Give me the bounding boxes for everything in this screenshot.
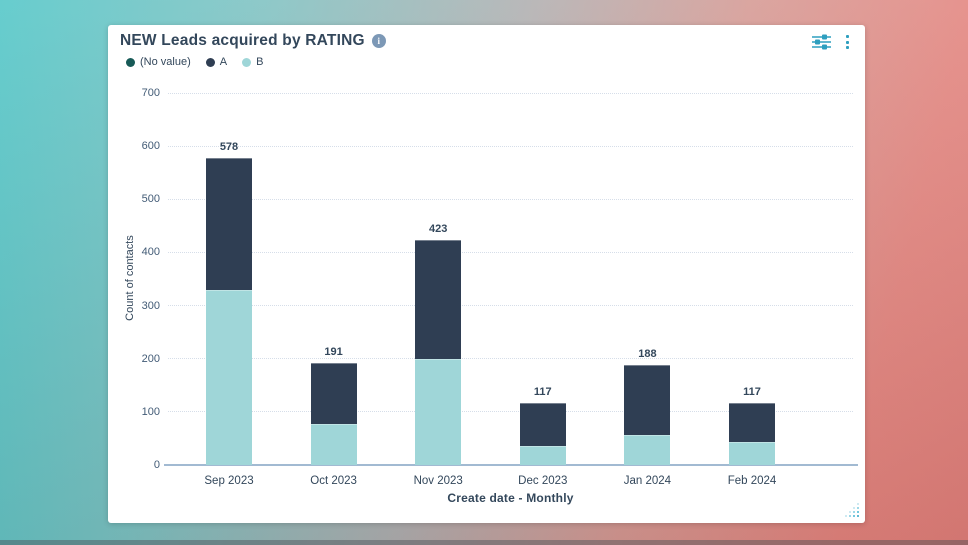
x-tick-label: Feb 2024 [727,475,777,487]
card-actions [812,34,851,50]
bar-segment[interactable] [729,402,775,442]
gridline [168,92,853,94]
gridline [168,198,853,200]
bar-total-label: 188 [638,348,657,361]
legend-item-no-value[interactable]: (No value) [126,56,191,68]
bar-segment[interactable] [310,363,357,424]
y-tick-label: 700 [141,87,160,99]
stacked-bar-chart: Count of contacts Create date - Monthly … [108,25,865,523]
legend-item-a[interactable]: A [205,56,228,68]
gridline [168,145,853,147]
bar-segment[interactable] [415,240,462,359]
x-tick-label: Oct 2023 [310,475,357,487]
bar-segment[interactable] [519,446,566,465]
info-icon[interactable]: i [371,34,386,48]
bar-segment[interactable] [310,423,357,465]
kebab-menu-icon[interactable] [844,34,851,50]
bar-total-label: 117 [533,385,552,398]
legend-label: B [256,56,264,68]
x-tick-label: Nov 2023 [413,475,463,487]
gridline [168,251,853,253]
gridline [168,305,853,307]
legend-item-b[interactable]: B [242,56,263,68]
y-tick-label: 300 [141,299,160,312]
y-tick-label: 500 [141,193,160,206]
report-title: NEW Leads acquired by RATING [120,32,365,49]
x-tick-label: Dec 2023 [518,475,568,487]
bar-segment[interactable] [415,358,462,465]
x-axis-title: Create date - Monthly [447,491,574,505]
bar-segment[interactable] [519,402,566,447]
legend-dot [126,57,135,67]
y-tick-label: 400 [141,246,160,259]
y-axis-title: Count of contacts [124,235,136,321]
gridline [168,411,853,413]
legend-label: A [219,56,228,68]
y-tick-label: 0 [153,459,160,471]
bar-segment[interactable] [206,157,252,290]
legend-dot [242,57,252,67]
chart-legend: (No value) A B [126,56,263,68]
y-tick-label: 200 [141,352,160,365]
x-axis-line [164,464,858,466]
resize-handle[interactable] [845,503,861,519]
bar-total-label: 578 [219,140,239,153]
bar-total-label: 423 [429,223,448,236]
report-header: NEW Leads acquired by RATING i [120,32,386,50]
x-tick-label: Sep 2023 [204,475,254,487]
gridline [168,358,853,360]
bar-segment[interactable] [729,441,775,465]
bar-segment[interactable] [624,365,671,435]
legend-dot [205,57,215,67]
bar-segment[interactable] [624,434,671,465]
legend-label: (No value) [140,56,191,68]
bar-total-label: 191 [324,346,343,359]
window-bottom-edge [0,540,968,545]
bar-total-label: 117 [743,385,761,398]
bar-segment[interactable] [206,289,252,465]
report-card: NEW Leads acquired by RATING i (No value… [108,25,865,523]
x-tick-label: Jan 2024 [623,475,672,487]
y-tick-label: 600 [141,140,160,153]
y-tick-label: 100 [141,405,160,418]
sliders-icon[interactable] [812,34,831,50]
